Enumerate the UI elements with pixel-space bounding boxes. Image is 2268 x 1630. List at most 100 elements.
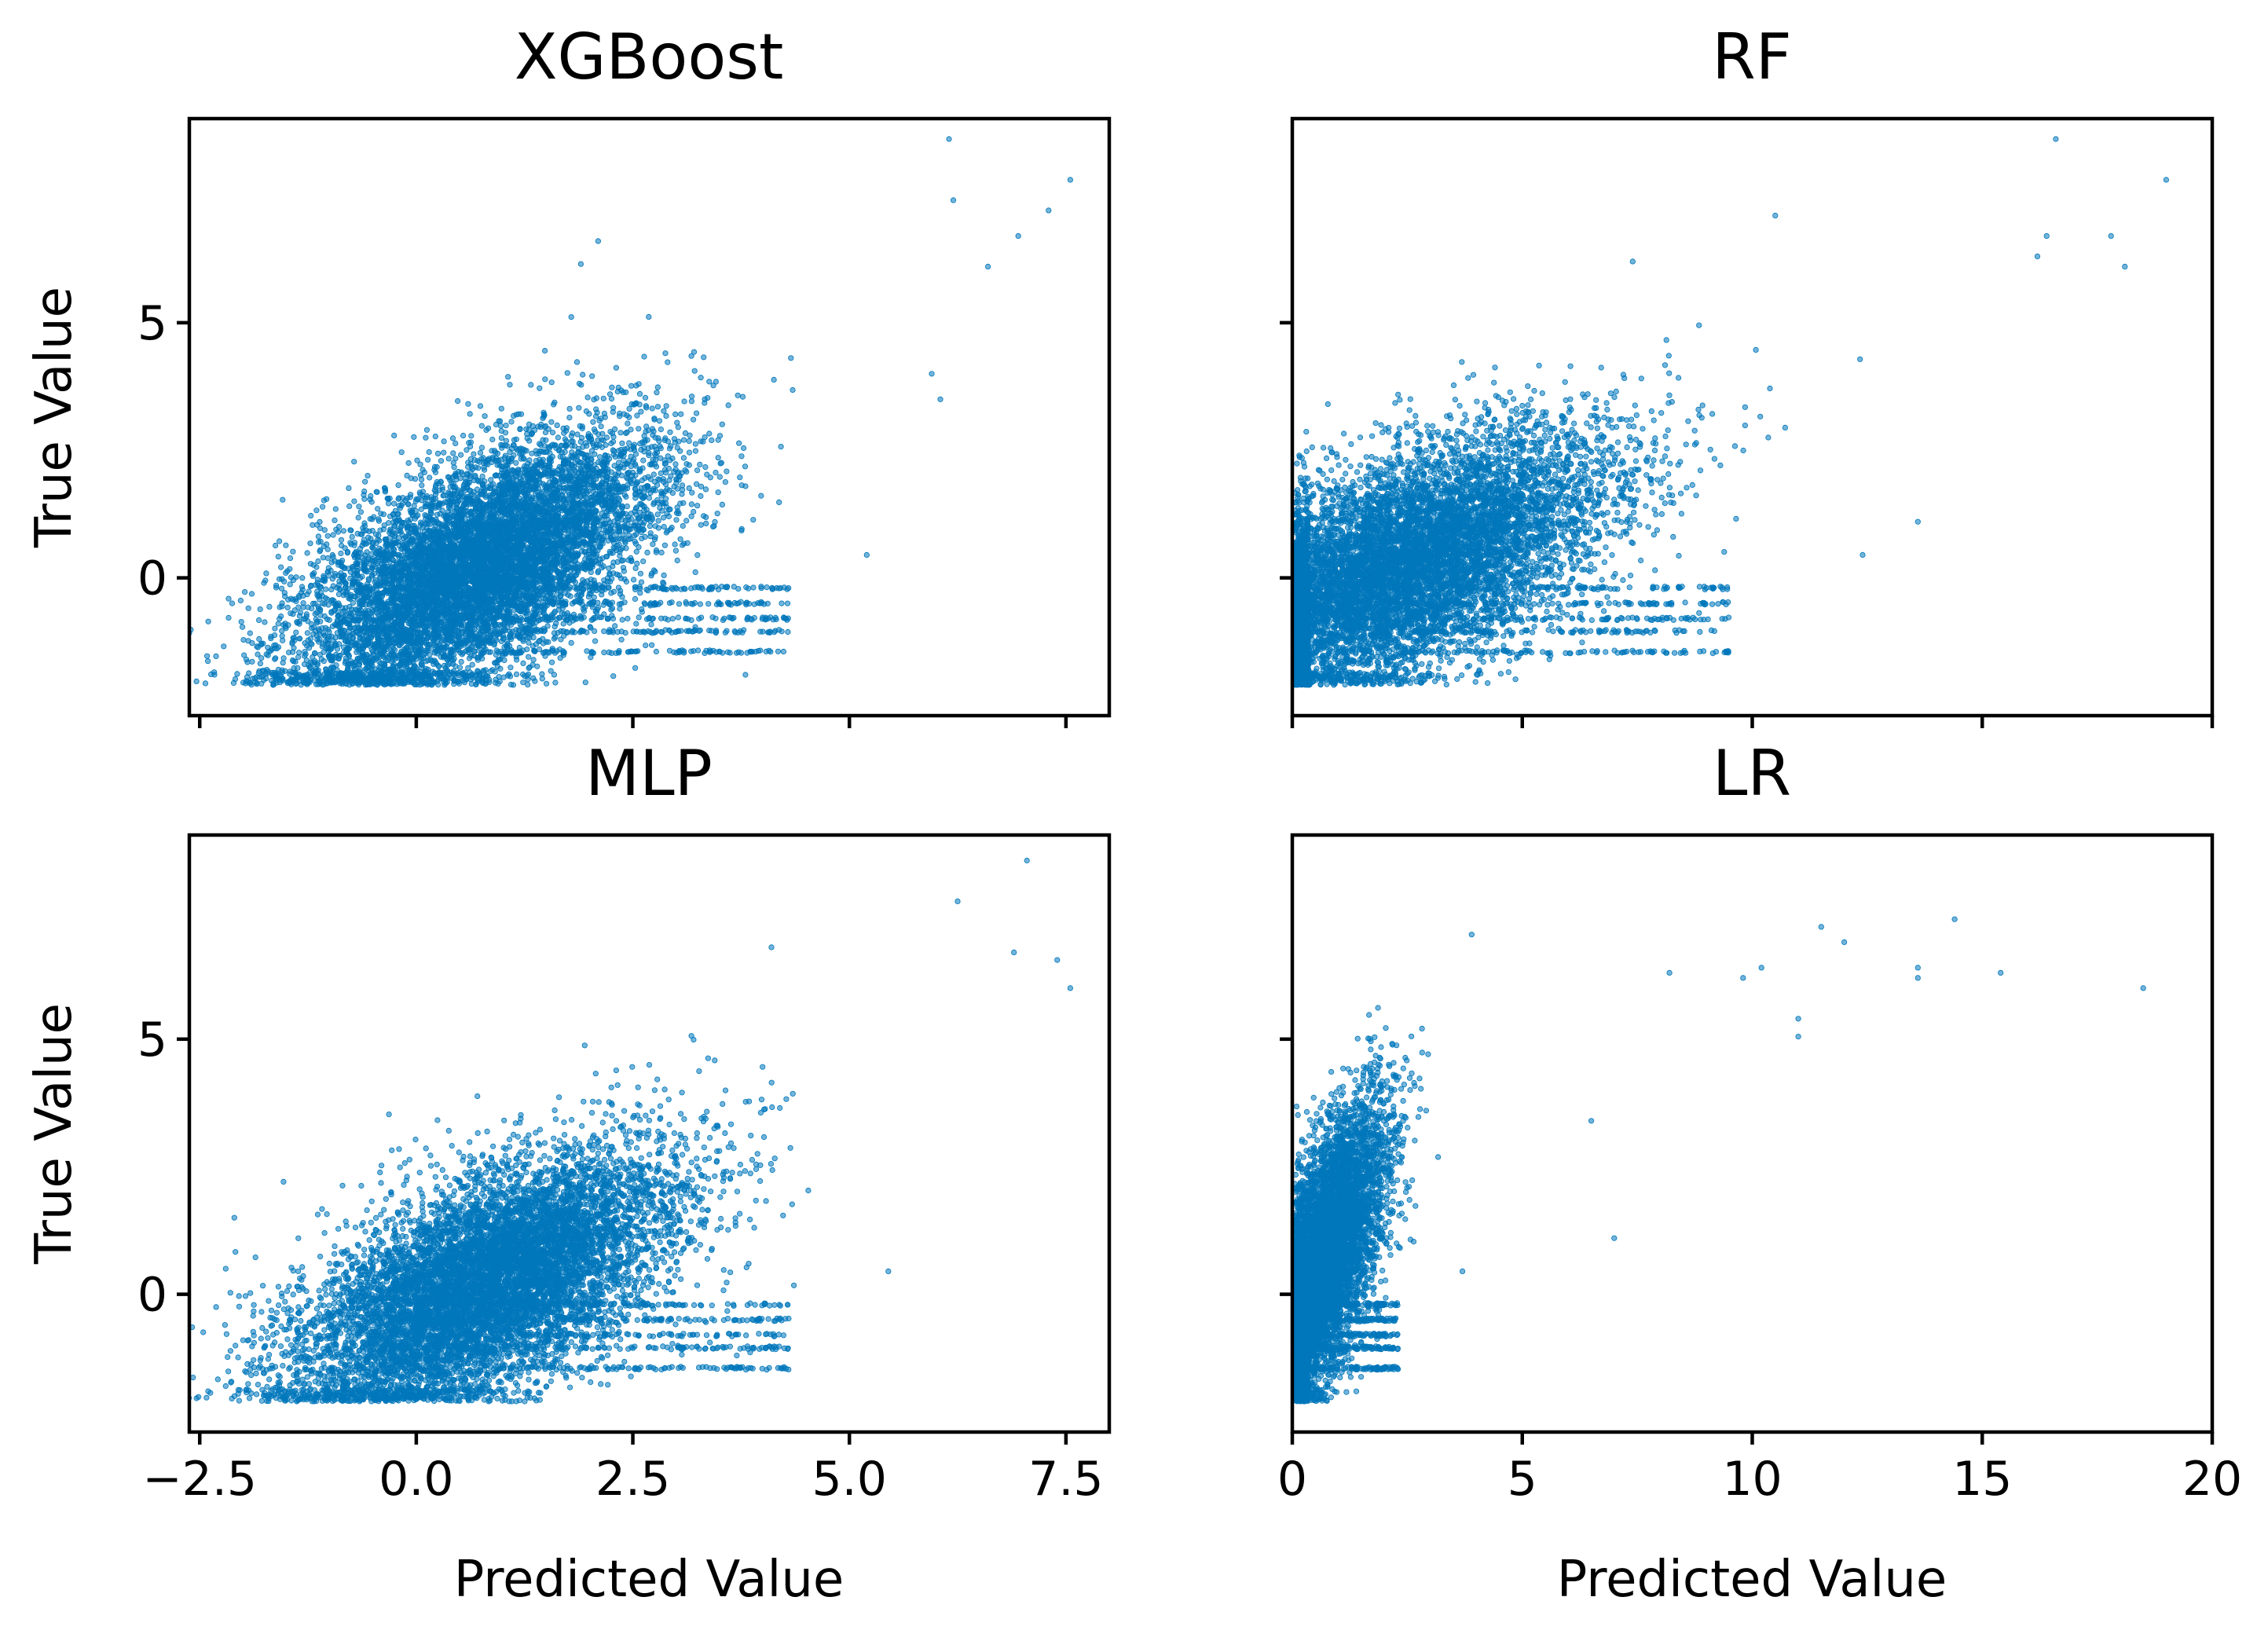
scatter-point xyxy=(688,398,695,405)
scatter-point xyxy=(710,383,716,389)
scatter-point xyxy=(489,436,496,443)
scatter-point xyxy=(552,442,559,449)
scatter-point xyxy=(589,373,595,379)
scatter-point xyxy=(450,450,456,456)
scatter-point xyxy=(299,575,306,581)
scatter-point xyxy=(636,390,643,397)
scatter-point xyxy=(643,405,650,411)
scatter-point xyxy=(778,443,784,450)
scatter-point xyxy=(280,655,287,661)
scatter-point xyxy=(703,520,709,527)
scatter-point xyxy=(672,541,678,548)
scatter-point xyxy=(617,410,623,416)
scatter-point xyxy=(621,576,628,582)
scatter-point xyxy=(355,614,361,621)
scatter-point xyxy=(296,650,302,656)
scatter-point xyxy=(277,564,284,570)
scatter-point xyxy=(307,540,313,547)
scatter-point xyxy=(700,438,706,445)
scatter-point xyxy=(391,432,398,439)
scatter-point xyxy=(465,401,471,407)
scatter-point xyxy=(532,678,538,684)
scatter-point xyxy=(320,600,326,606)
scatter-point xyxy=(277,613,284,620)
scatter-point xyxy=(351,459,357,465)
scatter-point xyxy=(422,512,428,518)
scatter-point xyxy=(620,557,626,563)
scatter-point xyxy=(288,610,294,617)
scatter-point xyxy=(178,651,182,656)
scatter-point xyxy=(548,659,555,665)
scatter-point xyxy=(674,504,680,511)
scatter-point xyxy=(398,449,405,456)
scatter-point xyxy=(618,472,625,478)
scatter-point xyxy=(432,433,438,440)
scatter-point xyxy=(665,359,671,365)
scatter-point xyxy=(351,498,357,504)
scatter-point xyxy=(427,474,433,481)
scatter-point xyxy=(628,453,634,460)
scatter-point xyxy=(672,411,679,418)
scatter-point xyxy=(709,437,715,444)
scatter-point xyxy=(176,637,181,642)
scatter-point xyxy=(574,431,581,438)
scatter-point xyxy=(643,423,650,430)
scatter-point xyxy=(647,523,654,529)
scatter-point xyxy=(701,513,707,519)
scatter-point xyxy=(698,375,704,381)
subplot-title: XGBoost xyxy=(515,20,784,93)
scatter-point xyxy=(586,591,592,597)
scatter-point xyxy=(584,394,591,401)
scatter-point xyxy=(246,670,252,676)
scatter-point xyxy=(669,524,675,531)
scatter-point xyxy=(706,430,713,437)
scatter-point xyxy=(654,390,660,396)
scatter-point xyxy=(280,660,286,666)
scatter-point xyxy=(596,454,603,460)
scatter-point xyxy=(655,518,661,524)
scatter-point xyxy=(674,419,680,426)
scatter-point xyxy=(230,679,237,687)
scatter-point xyxy=(458,658,464,665)
scatter-point xyxy=(424,456,431,463)
scatter-point xyxy=(725,402,731,408)
scatter-point xyxy=(634,560,640,567)
scatter-point xyxy=(257,606,263,613)
scatter-point xyxy=(680,455,687,461)
scatter-point xyxy=(347,575,354,582)
scatter-point xyxy=(692,441,699,447)
scatter-point xyxy=(694,467,701,474)
scatter-point xyxy=(528,382,534,388)
scatter-point xyxy=(479,473,485,480)
scatter-point xyxy=(586,411,592,417)
scatter-point xyxy=(634,412,640,419)
scatter-point xyxy=(346,503,353,510)
scatter-point xyxy=(319,504,326,510)
scatter-point xyxy=(295,604,302,610)
scatter-point xyxy=(405,460,412,467)
scatter-point xyxy=(628,558,635,565)
scatter-point xyxy=(665,528,671,534)
scatter-point xyxy=(361,496,368,502)
scatter-point xyxy=(511,437,518,443)
scatter-point xyxy=(362,478,368,485)
scatter-point xyxy=(276,538,283,544)
scatter-point xyxy=(513,671,520,678)
scatter-point xyxy=(324,533,331,539)
scatter-point xyxy=(375,506,381,512)
scatter-point xyxy=(548,419,555,425)
scatter-point xyxy=(404,472,410,479)
scatter-point xyxy=(736,440,742,446)
scatter-point xyxy=(750,517,757,523)
scatter-point xyxy=(221,643,227,650)
scatter-point xyxy=(322,625,328,631)
scatter-point xyxy=(205,618,211,625)
scatter-point xyxy=(652,523,658,529)
scatter-point xyxy=(654,511,661,518)
scatter-point xyxy=(258,655,265,661)
scatter-point xyxy=(656,418,663,424)
scatter-point xyxy=(617,430,624,436)
scatter-point xyxy=(202,680,209,687)
scatter-point xyxy=(245,605,251,611)
